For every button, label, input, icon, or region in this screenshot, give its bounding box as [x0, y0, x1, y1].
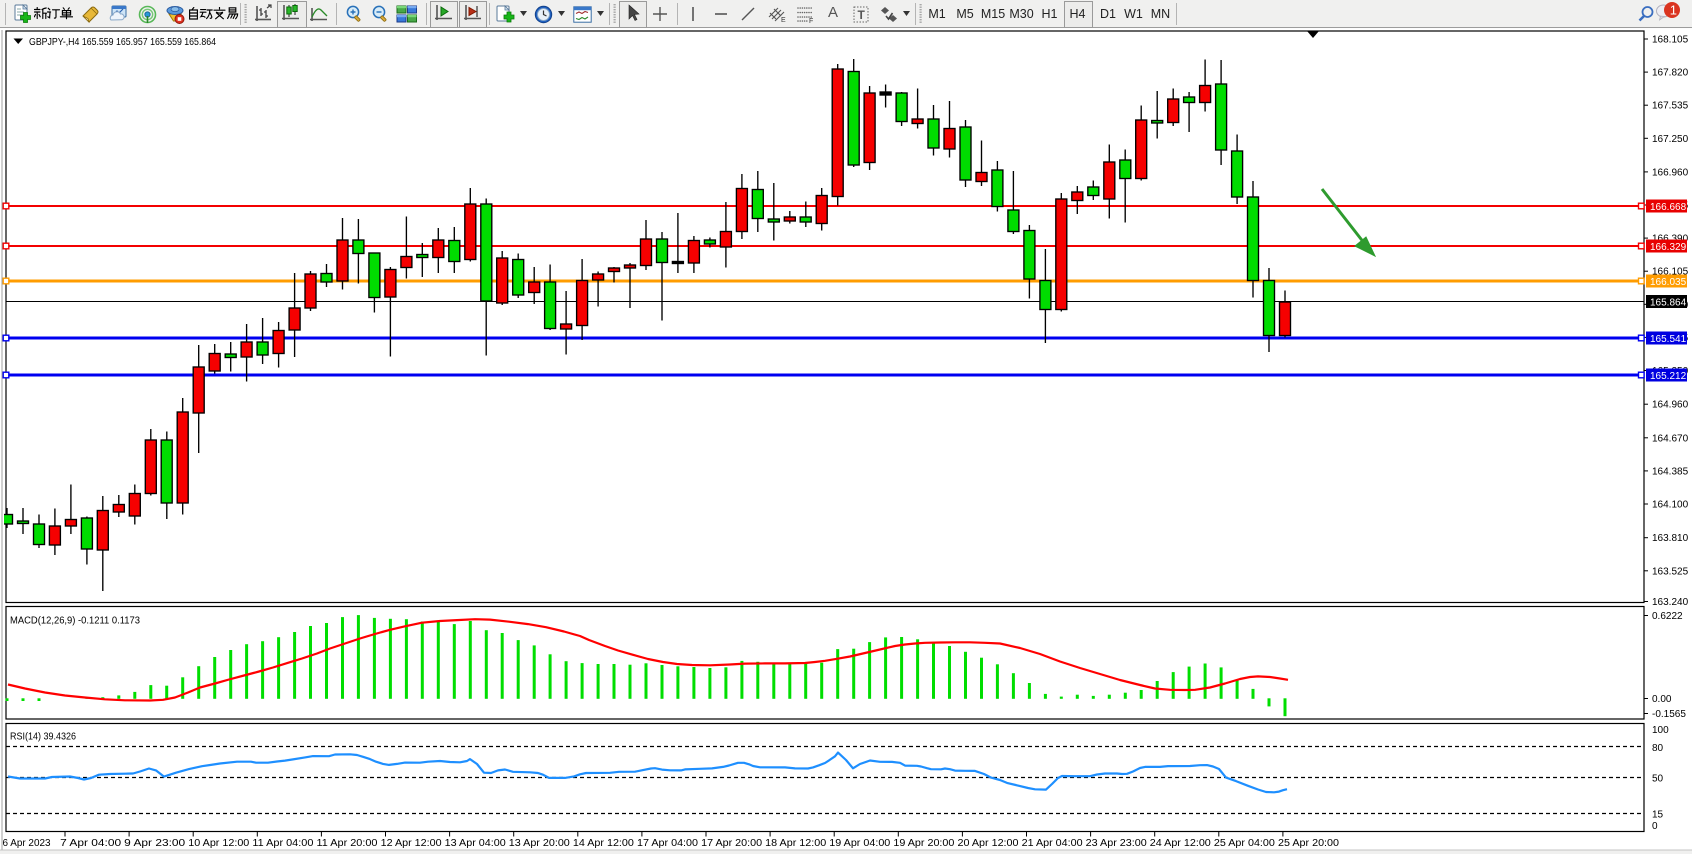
svg-text:164.385: 164.385 [1652, 466, 1689, 477]
svg-text:166.960: 166.960 [1652, 167, 1689, 178]
svg-text:164.100: 164.100 [1652, 500, 1689, 511]
svg-text:12 Apr 12:00: 12 Apr 12:00 [381, 838, 442, 849]
svg-text:15: 15 [1652, 810, 1664, 821]
svg-text:164.960: 164.960 [1652, 400, 1689, 411]
svg-text:11 Apr 04:00: 11 Apr 04:00 [252, 838, 313, 849]
svg-text:164.670: 164.670 [1652, 433, 1689, 444]
svg-text:0.00: 0.00 [1652, 694, 1672, 705]
svg-text:RSI(14) 39.4326: RSI(14) 39.4326 [10, 731, 76, 743]
svg-text:163.810: 163.810 [1652, 533, 1689, 544]
svg-text:13 Apr 04:00: 13 Apr 04:00 [445, 838, 506, 849]
svg-text:163.240: 163.240 [1652, 597, 1689, 608]
svg-text:100: 100 [1652, 725, 1669, 736]
svg-text:168.105: 168.105 [1652, 35, 1689, 46]
svg-text:GBPJPY-,H4 165.559 165.957 16: GBPJPY-,H4 165.559 165.957 165.559 165.8… [29, 36, 216, 48]
svg-text:19 Apr 04:00: 19 Apr 04:00 [829, 838, 890, 849]
svg-text:166.668: 166.668 [1650, 202, 1687, 213]
svg-text:21 Apr 04:00: 21 Apr 04:00 [1022, 838, 1083, 849]
svg-text:165.864: 165.864 [1650, 297, 1687, 308]
svg-text:166.105: 166.105 [1652, 267, 1689, 278]
svg-text:13 Apr 20:00: 13 Apr 20:00 [509, 838, 570, 849]
svg-text:17 Apr 20:00: 17 Apr 20:00 [701, 838, 762, 849]
svg-text:23 Apr 23:00: 23 Apr 23:00 [1086, 838, 1147, 849]
svg-text:19 Apr 20:00: 19 Apr 20:00 [893, 838, 954, 849]
svg-text:165.541: 165.541 [1650, 334, 1687, 345]
svg-text:167.250: 167.250 [1652, 134, 1689, 145]
svg-text:1: 1 [1670, 3, 1677, 18]
svg-text:7 Apr 04:00: 7 Apr 04:00 [60, 838, 122, 849]
svg-text:11 Apr 20:00: 11 Apr 20:00 [317, 838, 378, 849]
svg-text:166.390: 166.390 [1652, 234, 1689, 245]
svg-text:0.6222: 0.6222 [1652, 611, 1683, 622]
svg-text:80: 80 [1652, 743, 1664, 754]
svg-text:163.525: 163.525 [1652, 566, 1689, 577]
svg-text:167.535: 167.535 [1652, 101, 1689, 112]
svg-text:T: T [858, 8, 866, 22]
svg-text:F: F [809, 18, 813, 23]
svg-text:50: 50 [1652, 774, 1664, 785]
svg-text:165.212: 165.212 [1650, 371, 1687, 382]
svg-text:14 Apr 12:00: 14 Apr 12:00 [573, 838, 634, 849]
svg-text:20 Apr 12:00: 20 Apr 12:00 [958, 838, 1019, 849]
svg-text:E: E [781, 17, 786, 23]
svg-text:MACD(12,26,9) -0.1211 0.1173: MACD(12,26,9) -0.1211 0.1173 [10, 615, 140, 627]
svg-text:17 Apr 04:00: 17 Apr 04:00 [637, 838, 698, 849]
svg-text:25 Apr 20:00: 25 Apr 20:00 [1278, 838, 1339, 849]
svg-text:6 Apr 2023: 6 Apr 2023 [3, 838, 51, 849]
svg-text:167.820: 167.820 [1652, 68, 1689, 79]
svg-text:166.035: 166.035 [1650, 277, 1687, 288]
svg-text:-0.1565: -0.1565 [1652, 709, 1686, 720]
svg-text:10 Apr 12:00: 10 Apr 12:00 [188, 838, 249, 849]
svg-text:0: 0 [1652, 821, 1658, 832]
svg-text:9 Apr 23:00: 9 Apr 23:00 [124, 838, 186, 849]
svg-text:166.329: 166.329 [1650, 242, 1687, 253]
svg-text:24 Apr 12:00: 24 Apr 12:00 [1150, 838, 1211, 849]
svg-text:25 Apr 04:00: 25 Apr 04:00 [1214, 838, 1275, 849]
svg-text:18 Apr 12:00: 18 Apr 12:00 [765, 838, 826, 849]
